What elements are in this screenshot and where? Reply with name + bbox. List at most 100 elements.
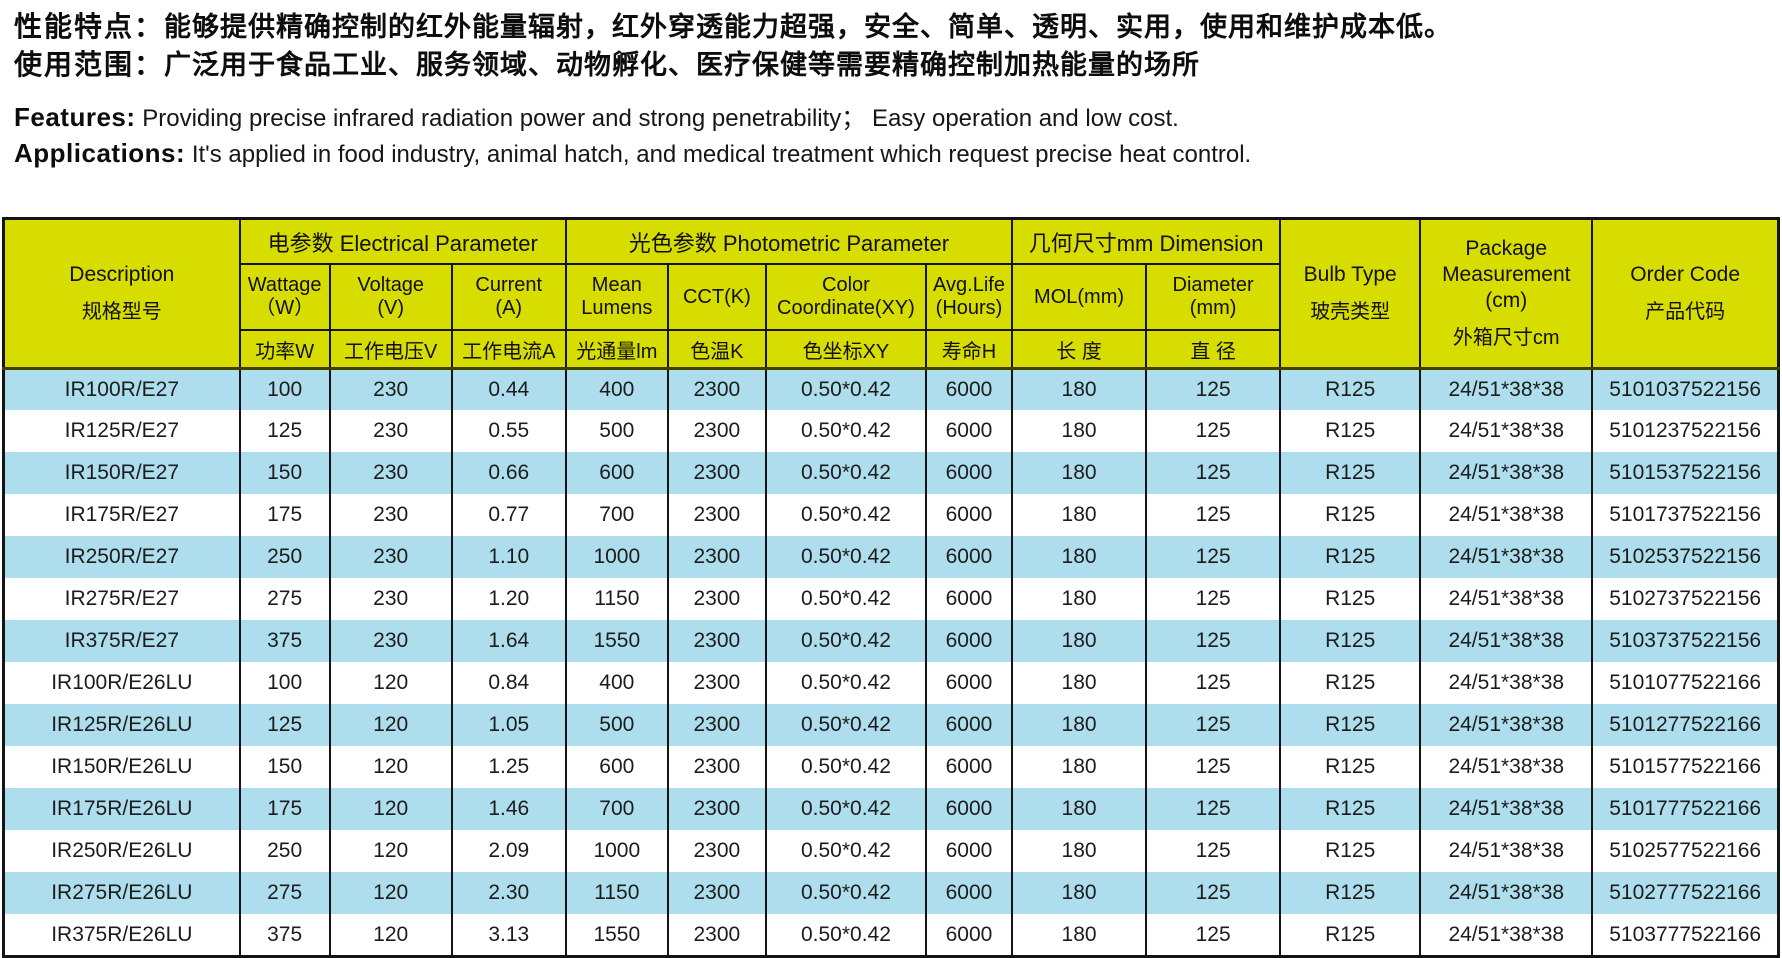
table-cell: 2300 [666, 494, 767, 537]
table-cell: 6000 [924, 788, 1014, 831]
col-header-avg-life-zh: 寿命H [924, 329, 1014, 370]
col-header-bulb-type: Bulb Type 玻壳类型 [1279, 217, 1422, 370]
table-cell: 125 [238, 704, 331, 747]
table-cell: R125 [1279, 830, 1422, 873]
table-cell: 6000 [924, 662, 1014, 705]
table-row: IR125R/E27 125 230 0.55 500 2300 0.50*0.42 6000… [2, 410, 1780, 453]
group-header-electrical: 电参数 Electrical Parameter [238, 217, 567, 266]
table-cell: 2300 [666, 452, 767, 495]
table-cell: 150 [238, 452, 331, 495]
col-header-package: Package Measurement (cm) 外箱尺寸cm [1419, 217, 1594, 370]
header-row-chinese: 功率W 工作电压V 工作电流A 光通量lm 色温K 色坐标XY 寿命H 长 度 … [4, 329, 1779, 370]
table-cell: 5101577522166 [1591, 746, 1780, 789]
table-cell: IR100R/E27 [2, 366, 241, 411]
description-en: Description [69, 262, 175, 286]
table-cell: 180 [1011, 578, 1148, 621]
table-cell: 0.50*0.42 [764, 366, 927, 411]
table-cell: 120 [328, 914, 453, 957]
table-cell: 125 [1145, 872, 1282, 915]
table-cell: R125 [1279, 746, 1422, 789]
table-cell: 250 [238, 830, 331, 873]
table-row: IR275R/E27 275 230 1.20 1150 2300 0.50*0.42 600… [2, 578, 1780, 621]
table-cell: 700 [564, 788, 669, 831]
applications-text-zh: 广泛用于食品工业、服务领域、动物孵化、医疗保健等需要精确控制加热能量的场所 [164, 49, 1201, 80]
table-cell: 24/51*38*38 [1419, 620, 1594, 663]
table-cell: 125 [238, 410, 331, 453]
table-cell: IR250R/E27 [2, 536, 241, 579]
table-row: IR100R/E26LU 100 120 0.84 400 2300 0.50*0.42 60… [2, 662, 1780, 705]
table-cell: IR175R/E26LU [2, 788, 241, 831]
table-cell: 6000 [924, 536, 1014, 579]
table-cell: 180 [1011, 620, 1148, 663]
spec-table: Description 规格型号 电参数 Electrical Paramete… [2, 216, 1780, 958]
table-cell: 500 [564, 704, 669, 747]
table-cell: 125 [1145, 704, 1282, 747]
table-cell: 6000 [924, 872, 1014, 915]
table-cell: 180 [1011, 788, 1148, 831]
table-cell: 125 [1145, 830, 1282, 873]
table-cell: R125 [1279, 536, 1422, 579]
col-header-current-zh: 工作电流A [450, 329, 567, 370]
table-cell: 1000 [564, 830, 669, 873]
table-cell: R125 [1279, 578, 1422, 621]
table-cell: 125 [1145, 788, 1282, 831]
features-label-en: Features: [14, 101, 136, 132]
table-cell: 0.50*0.42 [764, 914, 927, 957]
table-cell: 5103777522166 [1591, 914, 1780, 957]
table-cell: 5101077522166 [1591, 662, 1780, 705]
table-body: IR100R/E27 100 230 0.44 400 2300 0.50*0.42 6000… [2, 366, 1780, 957]
table-cell: 24/51*38*38 [1419, 872, 1594, 915]
table-cell: 1.10 [450, 536, 567, 579]
header-row-english: Wattage （W） Voltage (V) Current (A) Mean Lum… [4, 263, 1779, 332]
table-cell: 230 [328, 578, 453, 621]
col-header-mean-lumens: Mean Lumens [564, 263, 669, 332]
table-cell: 230 [328, 366, 453, 411]
col-header-current: Current (A) [450, 263, 567, 332]
table-row: IR150R/E26LU 150 120 1.25 600 2300 0.50*0.42 60… [2, 746, 1780, 789]
table-cell: 125 [1145, 662, 1282, 705]
description-zh: 规格型号 [81, 301, 162, 324]
table-row: IR375R/E26LU 375 120 3.13 1550 2300 0.50*0.42 6… [2, 914, 1780, 957]
col-header-mol: MOL(mm) [1011, 263, 1148, 332]
table-cell: 5101537522156 [1591, 452, 1780, 495]
table-cell: 0.50*0.42 [764, 830, 927, 873]
table-cell: 275 [238, 578, 331, 621]
features-line-zh: 性能特点：能够提供精确控制的红外能量辐射，红外穿透能力超强，安全、简单、透明、实… [14, 8, 1772, 46]
col-header-cct-zh: 色温K [666, 329, 767, 370]
table-cell: 175 [238, 788, 331, 831]
table-cell: 3.13 [450, 914, 567, 957]
col-header-mean-lumens-zh: 光通量lm [564, 329, 669, 370]
table-cell: 0.44 [450, 366, 567, 411]
table-cell: 1.64 [450, 620, 567, 663]
table-cell: 0.50*0.42 [764, 872, 927, 915]
intro-section: 性能特点：能够提供精确控制的红外能量辐射，红外穿透能力超强，安全、简单、透明、实… [0, 0, 1782, 171]
col-header-wattage: Wattage （W） [238, 263, 331, 332]
table-cell: 125 [1145, 452, 1282, 495]
table-cell: 2300 [666, 366, 767, 411]
table-cell: 2300 [666, 662, 767, 705]
table-header: Description 规格型号 电参数 Electrical Paramete… [2, 217, 1780, 370]
table-cell: 2300 [666, 830, 767, 873]
table-cell: 2300 [666, 536, 767, 579]
table-cell: 180 [1011, 704, 1148, 747]
table-cell: 2300 [666, 410, 767, 453]
col-header-color-coordinate-zh: 色坐标XY [764, 329, 927, 370]
table-cell: 125 [1145, 746, 1282, 789]
table-cell: 24/51*38*38 [1419, 662, 1594, 705]
table-cell: 6000 [924, 914, 1014, 957]
table-cell: 600 [564, 746, 669, 789]
col-header-order-code: Order Code 产品代码 [1591, 217, 1780, 370]
order-code-zh: 产品代码 [1645, 301, 1726, 324]
col-header-voltage: Voltage (V) [328, 263, 453, 332]
table-cell: 24/51*38*38 [1419, 366, 1594, 411]
table-cell: 5102737522156 [1591, 578, 1780, 621]
table-cell: 5101277522166 [1591, 704, 1780, 747]
table-cell: 24/51*38*38 [1419, 410, 1594, 453]
col-header-description: Description 规格型号 [2, 217, 241, 370]
table-cell: 5102537522156 [1591, 536, 1780, 579]
table-cell: 175 [238, 494, 331, 537]
table-cell: 6000 [924, 410, 1014, 453]
intro-spacer [14, 84, 1772, 98]
table-row: IR175R/E27 175 230 0.77 700 2300 0.50*0.42 6000… [2, 494, 1780, 537]
package-en-3: (cm) [1485, 289, 1528, 313]
